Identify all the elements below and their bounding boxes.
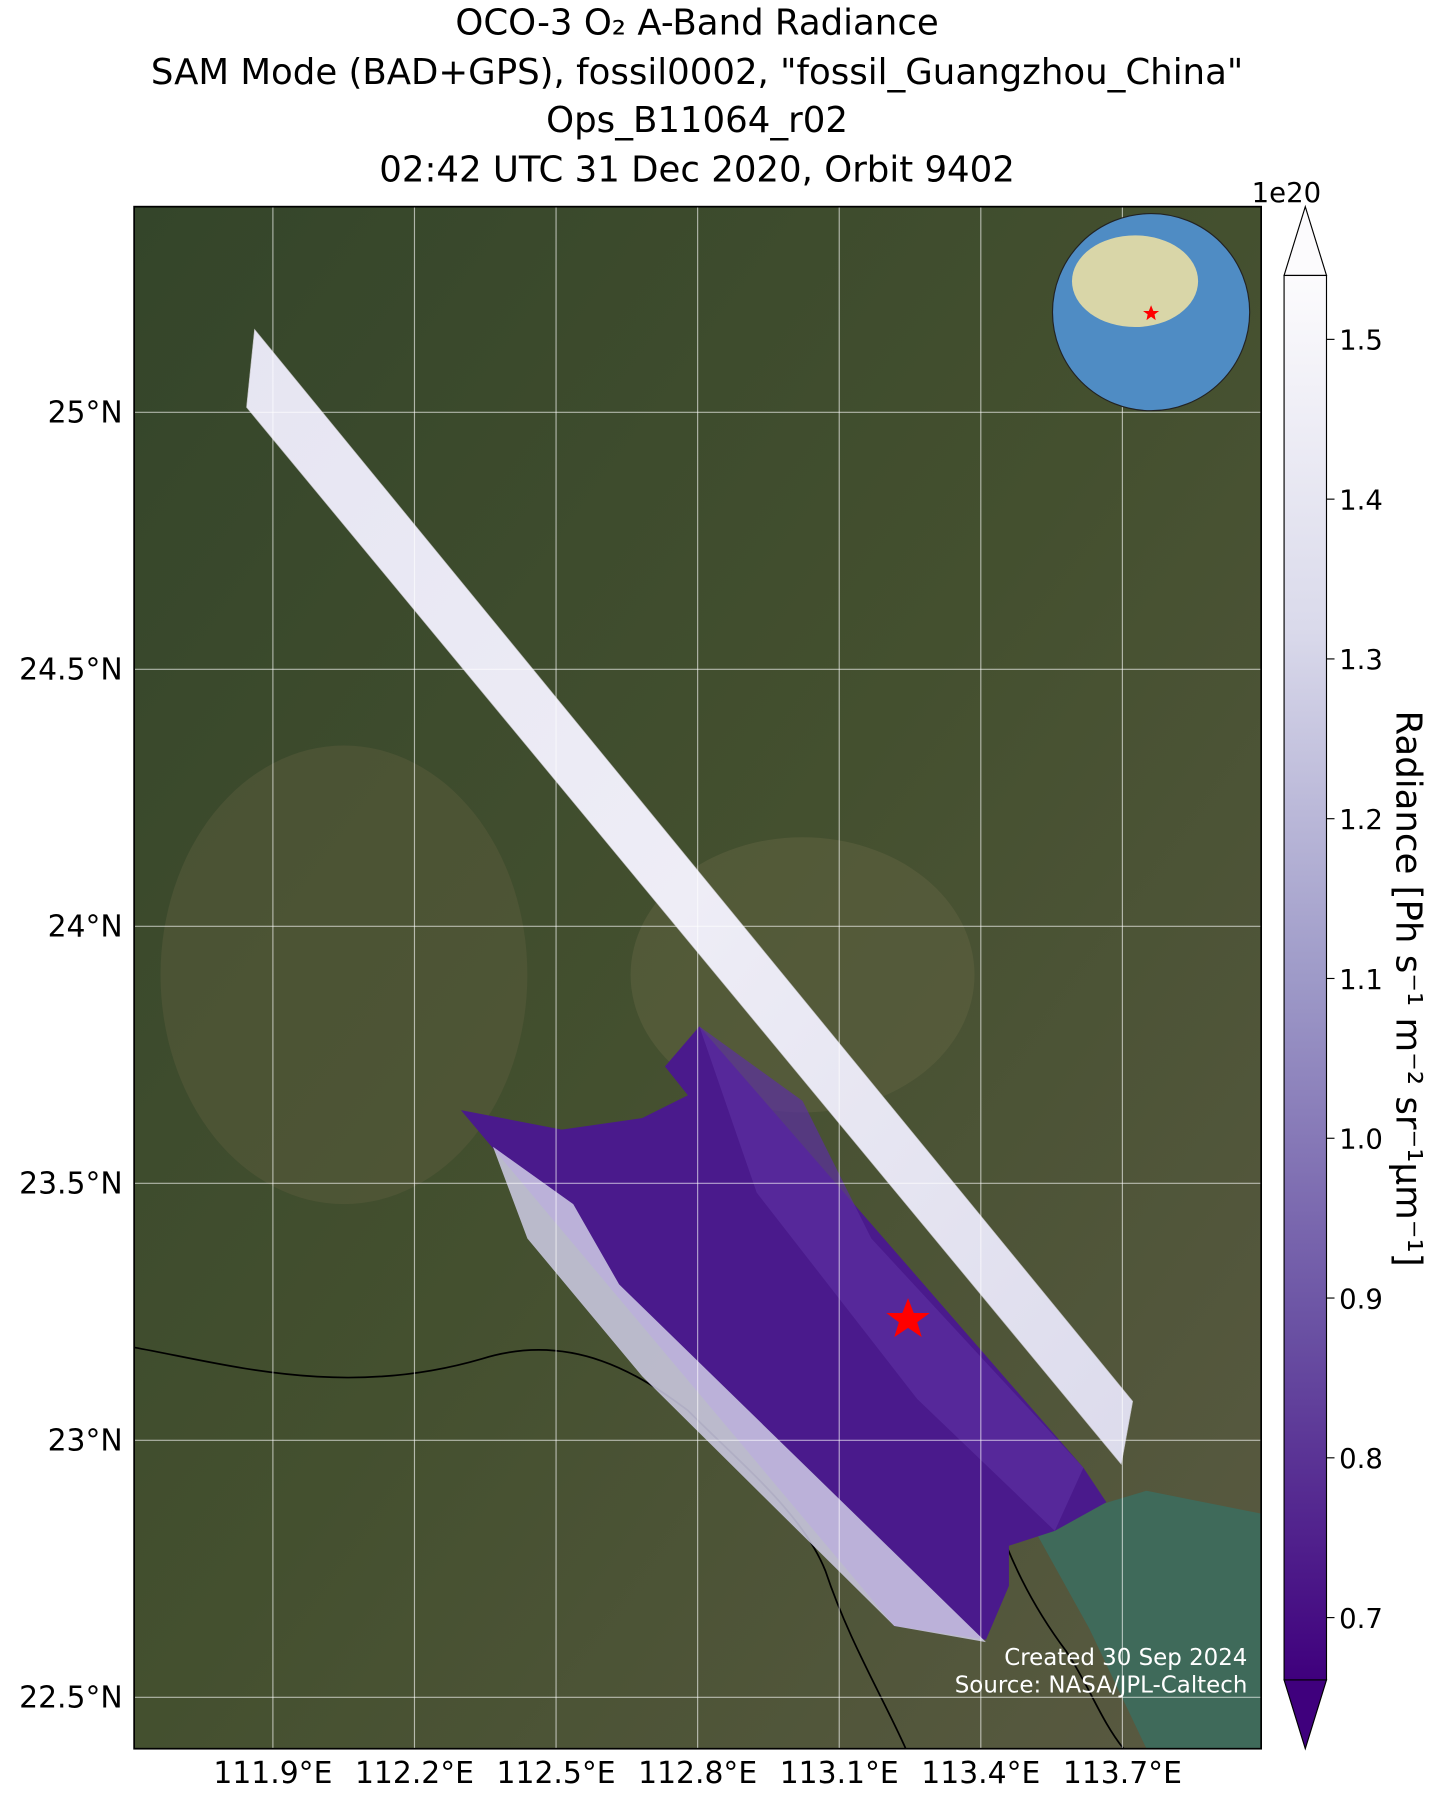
- colorbar-multiplier: 1e20: [1252, 177, 1321, 209]
- colorbar-tick-label: 1.5: [1339, 325, 1383, 357]
- bay: [1031, 1490, 1262, 1749]
- globe-star: [1143, 305, 1160, 321]
- colorbar-tick-label: 0.9: [1339, 1283, 1383, 1315]
- colorbar-tick-label: 1.1: [1339, 964, 1383, 996]
- colorbar-tick-label: 1.4: [1339, 484, 1383, 516]
- map: Created 30 Sep 2024 Source: NASA/JPL-Cal…: [133, 205, 1263, 1750]
- y-tick-label: 24.5°N: [19, 653, 123, 688]
- colorbar-tick-label: 0.7: [1339, 1603, 1383, 1635]
- map-frame: [133, 205, 1263, 1750]
- terrain: [160, 745, 528, 1205]
- x-tick-label: 113.1°E: [780, 1756, 899, 1791]
- target-star: [886, 1298, 930, 1338]
- swath-band: [699, 1026, 1084, 1531]
- x-tick-label: 112.5°E: [497, 1756, 616, 1791]
- colorbar: 1e20 Radiance [Ph s⁻¹ m⁻² sr⁻¹μm⁻¹] 0.7 0…: [1252, 177, 1428, 1751]
- swath: [460, 1026, 1107, 1640]
- colorbar-label: Radiance [Ph s⁻¹ m⁻² sr⁻¹μm⁻¹]: [1387, 711, 1428, 1267]
- x-tick-label: 113.7°E: [1063, 1756, 1182, 1791]
- x-tick-label: 113.4°E: [921, 1756, 1040, 1791]
- swath-band: [492, 1146, 986, 1643]
- colorbar-tick-label: 0.8: [1339, 1443, 1383, 1475]
- y-tick-label: 23.5°N: [19, 1167, 123, 1202]
- colorbar-tick-label: 1.2: [1339, 804, 1383, 836]
- colorbar-extend: [1283, 204, 1328, 277]
- colorbar-tick-label: 1.3: [1339, 644, 1383, 676]
- y-tick-label: 22.5°N: [19, 1681, 123, 1716]
- title-line: OCO-3 O₂ A-Band Radiance: [455, 3, 938, 44]
- x-tick-label: 112.2°E: [355, 1756, 474, 1791]
- credit: Created 30 Sep 2024: [1004, 1645, 1247, 1671]
- colorbar-body: [1283, 274, 1328, 1681]
- colorbar-tick-label: 1.0: [1339, 1124, 1383, 1156]
- title-line: SAM Mode (BAD+GPS), fossil0002, "fossil_…: [151, 52, 1243, 93]
- title-line: 02:42 UTC 31 Dec 2020, Orbit 9402: [379, 149, 1015, 190]
- y-tick-label: 24°N: [48, 910, 123, 945]
- credit: Source: NASA/JPL-Caltech: [955, 1673, 1248, 1699]
- title-line: Ops_B11064_r02: [546, 100, 848, 141]
- x-tick-label: 111.9°E: [213, 1756, 332, 1791]
- globe-land: [1071, 235, 1199, 328]
- swath: [246, 328, 1134, 1466]
- x-tick-label: 112.8°E: [638, 1756, 757, 1791]
- y-tick-label: 25°N: [48, 396, 123, 431]
- colorbar-extend: [1283, 1679, 1328, 1751]
- y-tick-label: 23°N: [48, 1424, 123, 1459]
